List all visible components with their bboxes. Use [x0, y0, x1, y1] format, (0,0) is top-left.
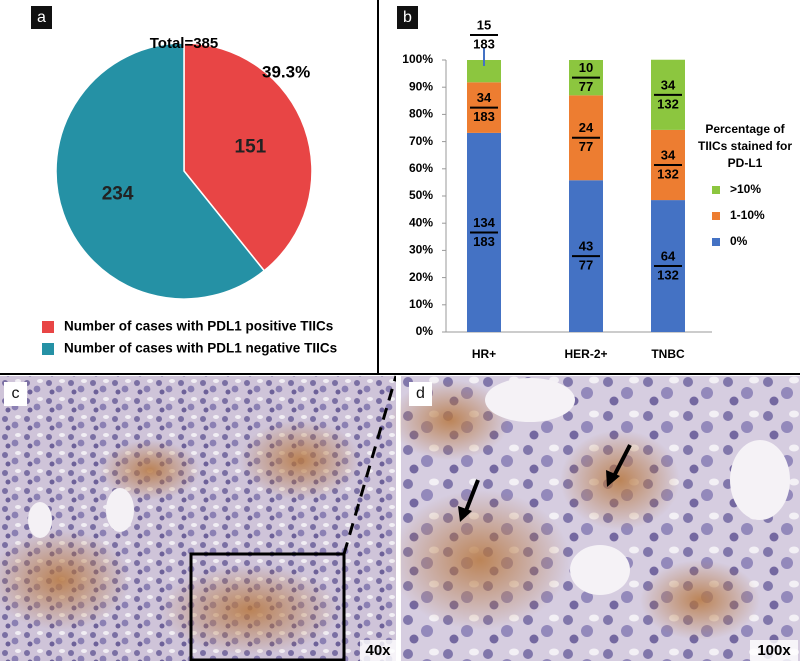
y-tick-label: 60% — [409, 161, 433, 175]
value-label: 77 — [579, 79, 593, 94]
pie-slice — [183, 42, 313, 272]
value-label: 10 — [579, 60, 593, 75]
legend-swatch — [712, 186, 720, 194]
panel-label: a — [37, 9, 46, 26]
legend-label: 1-10% — [730, 208, 765, 222]
y-tick-label: 100% — [402, 52, 433, 66]
value-label: 15 — [477, 17, 491, 32]
panel-label: d — [416, 385, 425, 402]
value-label: 183 — [473, 234, 495, 249]
legend-label: 0% — [730, 234, 748, 248]
chart-title: Total=385 — [150, 35, 219, 52]
slice-label: 234 — [102, 183, 134, 204]
value-label: 34 — [661, 147, 676, 162]
legend-swatch — [42, 321, 54, 333]
x-tick-label: HER-2+ — [564, 347, 607, 361]
y-tick-label: 80% — [409, 107, 433, 121]
value-label: 43 — [579, 239, 593, 254]
magnification: 40x — [365, 642, 391, 659]
y-tick-label: 40% — [409, 215, 433, 229]
pie-slice — [55, 42, 266, 300]
value-label: 34 — [661, 77, 676, 92]
y-tick-label: 30% — [409, 243, 433, 257]
legend-swatch — [42, 343, 54, 355]
value-label: 132 — [657, 166, 679, 181]
value-label: 64 — [661, 248, 676, 263]
value-label: 183 — [473, 109, 495, 124]
y-tick-label: 70% — [409, 134, 433, 148]
legend-label: >10% — [730, 182, 761, 196]
legend-label: Number of cases with PDL1 positive TIICs — [64, 319, 333, 334]
photo-c — [0, 375, 398, 661]
y-tick-label: 90% — [409, 79, 433, 93]
value-label: 24 — [579, 120, 594, 135]
value-label: 132 — [657, 96, 679, 111]
panel-label: c — [12, 385, 20, 402]
value-label: 77 — [579, 139, 593, 154]
y-tick-label: 0% — [416, 324, 434, 338]
y-tick-label: 10% — [409, 297, 433, 311]
bar-segment — [467, 60, 501, 83]
y-tick-label: 20% — [409, 270, 433, 284]
value-label: 77 — [579, 258, 593, 273]
panel-label: b — [403, 9, 412, 26]
value-label: 34 — [477, 90, 492, 105]
y-tick-label: 50% — [409, 188, 433, 202]
slice-label: 151 — [235, 137, 267, 158]
legend-swatch — [712, 238, 720, 246]
photo-d — [390, 376, 800, 661]
x-tick-label: HR+ — [472, 347, 496, 361]
annotation: 39.3% — [262, 62, 310, 81]
legend-swatch — [712, 212, 720, 220]
legend-title: Percentage of TIICs stained for PD-L1 — [698, 122, 792, 170]
value-label: 183 — [473, 36, 495, 51]
value-label: 132 — [657, 267, 679, 282]
x-tick-label: TNBC — [651, 347, 685, 361]
legend-label: Number of cases with PDL1 negative TIICs — [64, 341, 337, 356]
magnification: 100x — [757, 642, 791, 659]
value-label: 134 — [473, 215, 495, 230]
